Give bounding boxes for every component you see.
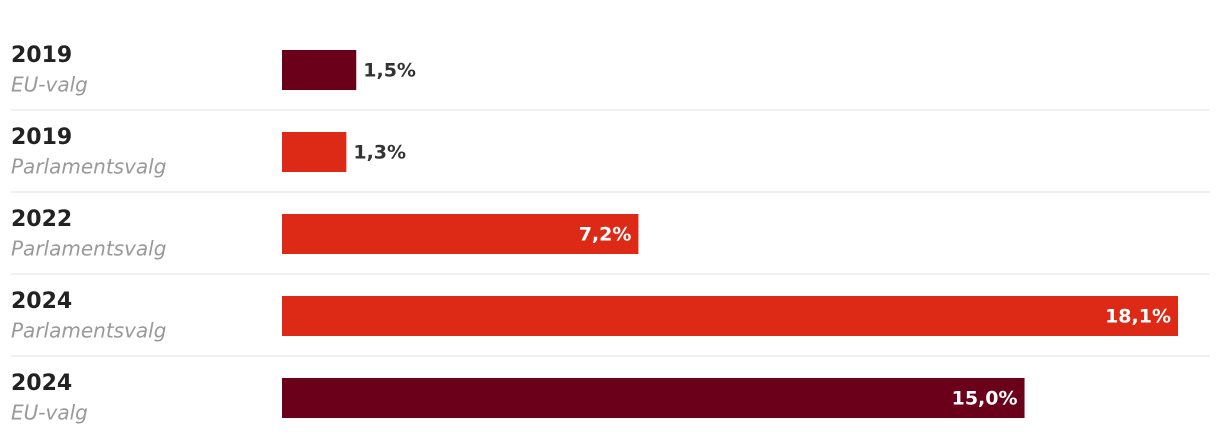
value-label: 1,5% [363, 60, 416, 82]
category-year: 2024 [11, 289, 72, 314]
value-label: 15,0% [952, 388, 1018, 410]
value-label: 1,3% [353, 142, 406, 164]
category-type: EU-valg [11, 73, 88, 97]
bar [282, 132, 347, 172]
value-label: 7,2% [579, 224, 632, 246]
bar [282, 214, 639, 254]
category-type: EU-valg [11, 401, 88, 425]
category-year: 2019 [11, 125, 72, 150]
value-label: 18,1% [1105, 306, 1171, 328]
bar [282, 50, 357, 90]
category-year: 2022 [11, 207, 72, 232]
category-year: 2019 [11, 43, 72, 68]
bar [282, 296, 1178, 336]
category-type: Parlamentsvalg [11, 155, 166, 179]
bar [282, 378, 1025, 418]
category-type: Parlamentsvalg [11, 237, 166, 261]
category-year: 2024 [11, 371, 72, 396]
category-type: Parlamentsvalg [11, 319, 166, 343]
